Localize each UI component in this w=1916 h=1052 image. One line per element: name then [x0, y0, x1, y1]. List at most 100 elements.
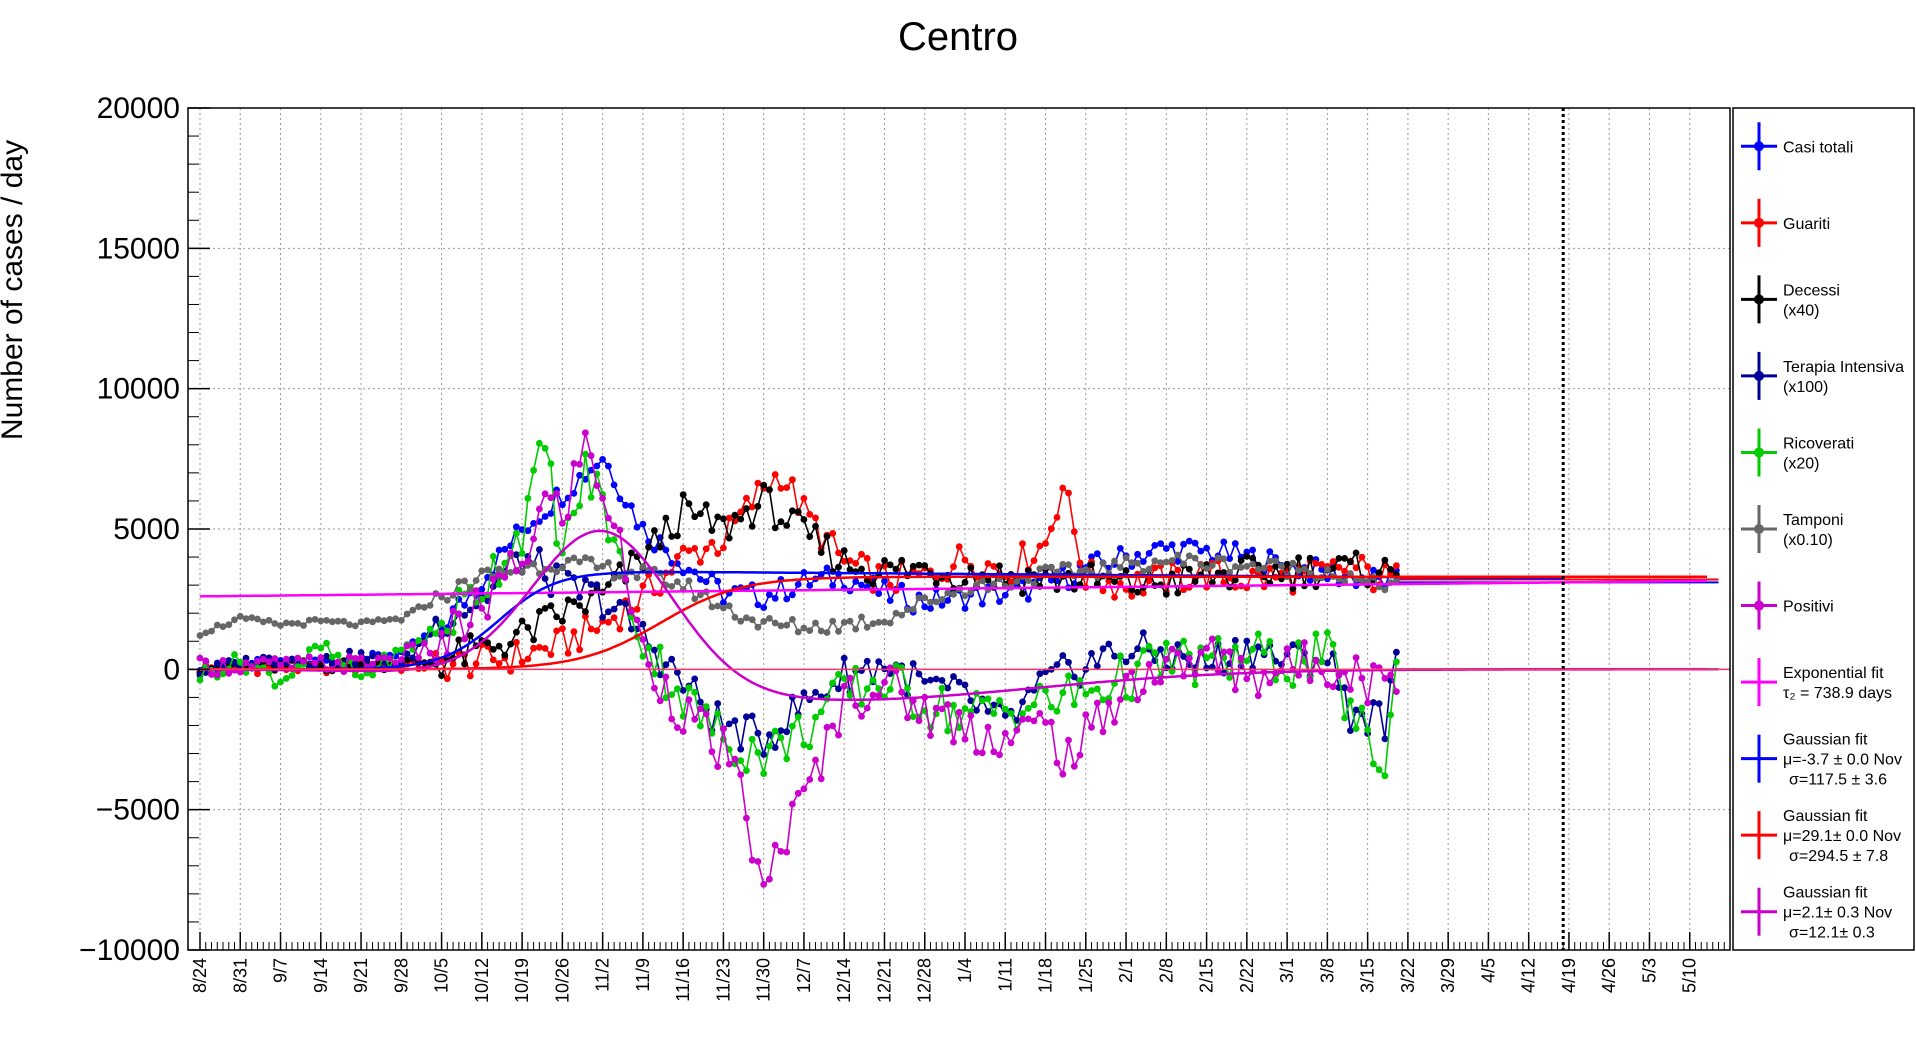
data-point — [570, 598, 578, 606]
data-point — [501, 545, 509, 553]
data-point — [570, 509, 578, 517]
data-point — [743, 767, 750, 774]
data-point — [1111, 652, 1118, 660]
data-point — [420, 604, 428, 611]
data-point — [892, 609, 900, 617]
data-point — [1180, 560, 1187, 568]
data-point — [265, 658, 273, 666]
data-point — [277, 622, 284, 629]
data-point — [720, 599, 727, 606]
x-tick-label: 9/14 — [311, 958, 331, 993]
data-point — [835, 685, 842, 693]
data-point — [628, 625, 635, 633]
data-point — [1289, 585, 1297, 592]
data-point — [1047, 576, 1055, 584]
data-point — [1352, 706, 1360, 714]
data-point — [835, 670, 842, 678]
data-point — [921, 562, 929, 569]
data-point — [674, 532, 681, 540]
data-point — [438, 619, 445, 627]
data-point — [547, 651, 555, 658]
data-point — [587, 494, 595, 501]
data-point — [973, 749, 980, 756]
data-point — [1243, 553, 1251, 560]
data-point — [288, 655, 296, 663]
data-point — [305, 646, 313, 653]
data-point — [938, 677, 946, 684]
data-point — [1272, 562, 1279, 570]
data-point — [840, 547, 848, 554]
x-tick-label: 9/28 — [391, 958, 411, 993]
data-point — [720, 515, 727, 523]
data-point — [524, 494, 532, 502]
data-point — [489, 656, 497, 664]
data-point — [702, 578, 710, 586]
data-point — [915, 594, 923, 602]
data-point — [1122, 672, 1130, 680]
data-point — [1289, 559, 1297, 567]
data-point — [328, 618, 336, 626]
x-tick-label: 10/19 — [512, 958, 532, 1003]
data-point — [1220, 648, 1228, 656]
data-point — [812, 756, 819, 764]
data-point — [489, 553, 497, 560]
data-point — [702, 710, 710, 718]
data-point — [748, 735, 756, 743]
data-point — [852, 578, 860, 585]
data-point — [662, 694, 670, 702]
data-point — [852, 625, 860, 633]
data-point — [1168, 645, 1176, 653]
data-point — [616, 598, 624, 606]
data-point — [1185, 565, 1193, 573]
data-point — [254, 670, 261, 678]
data-point — [610, 605, 618, 613]
data-point — [1364, 563, 1371, 570]
legend-sublabel: (x20) — [1783, 455, 1819, 472]
data-point — [484, 566, 491, 574]
data-point — [564, 556, 572, 564]
data-point — [823, 723, 831, 731]
data-point — [461, 577, 468, 585]
data-point — [599, 614, 606, 621]
data-point — [748, 616, 756, 624]
data-point — [541, 605, 549, 612]
data-point — [357, 661, 365, 668]
data-point — [1151, 557, 1159, 565]
data-point — [409, 606, 417, 614]
legend-entry: Guariti — [1741, 198, 1830, 247]
data-point — [766, 731, 773, 739]
data-point — [1393, 658, 1400, 666]
data-point — [783, 522, 791, 529]
data-point — [1260, 564, 1268, 572]
data-point — [869, 691, 877, 699]
data-point — [530, 466, 537, 474]
data-point — [697, 705, 704, 713]
data-point — [1082, 566, 1090, 573]
x-tick-label: 1/11 — [995, 958, 1015, 992]
data-point — [242, 615, 250, 622]
data-point — [564, 513, 572, 521]
data-point — [754, 623, 762, 631]
data-point — [875, 618, 883, 626]
data-point — [748, 503, 756, 511]
data-point — [605, 581, 612, 588]
data-point — [455, 636, 463, 644]
data-point — [846, 674, 854, 682]
data-point — [685, 547, 693, 554]
data-point — [1220, 569, 1228, 576]
data-point — [1128, 559, 1136, 566]
data-point — [1220, 555, 1228, 563]
data-point — [1375, 766, 1383, 774]
y-tick-label: 5000 — [113, 513, 180, 546]
data-point — [1139, 558, 1147, 565]
data-point — [605, 536, 612, 544]
data-point — [317, 644, 325, 652]
data-point — [794, 628, 802, 636]
data-point — [1134, 660, 1141, 668]
data-point — [886, 619, 894, 627]
data-point — [651, 684, 658, 692]
data-point — [392, 659, 399, 667]
data-point — [1387, 711, 1394, 719]
data-point — [754, 729, 762, 737]
data-point — [610, 481, 618, 489]
